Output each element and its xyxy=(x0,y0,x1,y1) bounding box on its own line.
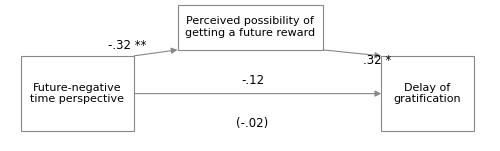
FancyBboxPatch shape xyxy=(178,5,322,50)
Text: (-.02): (-.02) xyxy=(236,117,268,130)
Text: -.32 **: -.32 ** xyxy=(108,39,147,52)
Text: -.12: -.12 xyxy=(241,74,264,87)
Text: .32 *: .32 * xyxy=(364,54,392,67)
FancyBboxPatch shape xyxy=(382,56,474,131)
FancyBboxPatch shape xyxy=(21,56,134,131)
Text: Future-negative
time perspective: Future-negative time perspective xyxy=(30,83,124,104)
Text: Perceived possibility of
getting a future reward: Perceived possibility of getting a futur… xyxy=(185,16,315,38)
Text: Delay of
gratification: Delay of gratification xyxy=(394,83,462,104)
